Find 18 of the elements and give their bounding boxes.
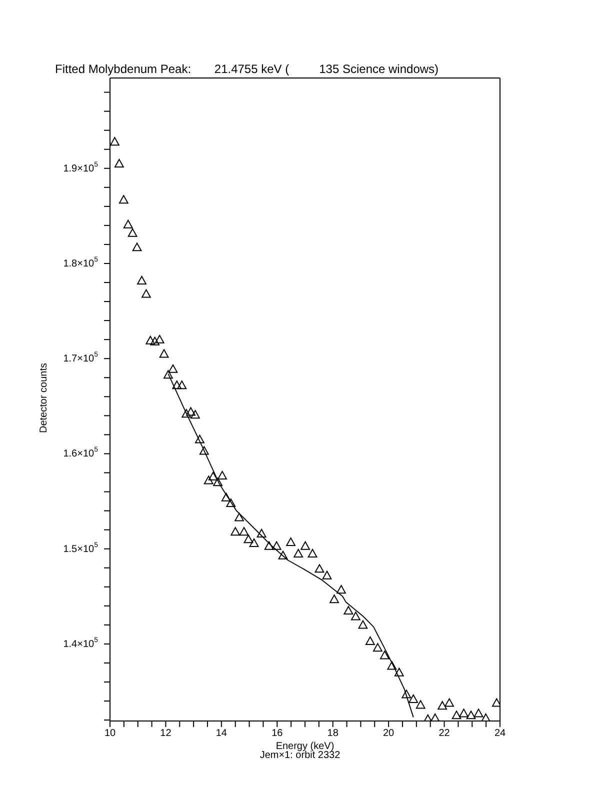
y-tick-label: 1.5×10$^{5}$ — [63, 542, 98, 554]
y-axis-title: Detector counts — [38, 362, 50, 434]
chart-title: Fitted Molybdenum Peak: 21.4755 keV ( 135 Science windows) — [55, 62, 439, 76]
y-tick-label: 1.9×10$^{5}$ — [63, 161, 98, 174]
x-axis-title: Energy (keV) — [276, 741, 334, 752]
x-tick-label: 22 — [438, 728, 450, 740]
y-tick-label: 1.7×10$^{5}$ — [63, 352, 98, 364]
x-tick-label: 12 — [160, 728, 172, 740]
x-tick-label: 10 — [104, 728, 116, 740]
y-tick-label: 1.6×10$^{5}$ — [63, 446, 98, 460]
y-tick-label: 1.4×10$^{5}$ — [63, 636, 98, 650]
x-tick-label: 16 — [272, 728, 284, 740]
x-tick-label: 18 — [327, 728, 339, 740]
x-tick-label: 14 — [216, 728, 228, 740]
y-tick-label: 1.8×10$^{5}$ — [63, 256, 98, 269]
x-tick-label: 20 — [383, 728, 395, 740]
text: Jem×1: orbit 2332 — [258, 750, 342, 761]
x-tick-label: 24 — [494, 728, 506, 740]
